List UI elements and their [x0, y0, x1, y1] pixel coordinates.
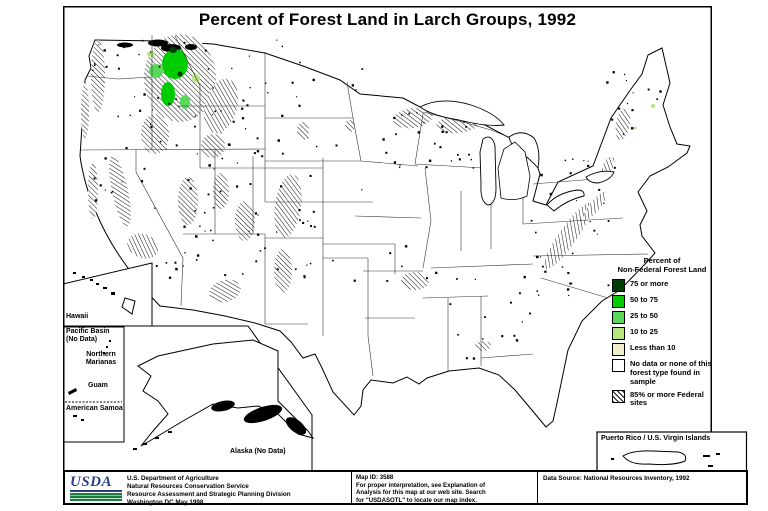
note-line: For proper interpretation, see Explanati… [356, 481, 486, 489]
agency-info: U.S. Department of Agriculture Natural R… [127, 475, 291, 506]
pacific-basin-label: Pacific Basin (No Data) [66, 328, 110, 343]
legend-item-label: Less than 10 [630, 343, 676, 352]
legend-title-line2: Non-Federal Forest Land [617, 265, 707, 274]
agency-line: Washington DC May 1998 [127, 498, 204, 506]
legend-swatch [612, 389, 625, 403]
pacific-islands [68, 340, 111, 421]
legend-swatch [612, 311, 625, 324]
legend-swatch [612, 279, 625, 292]
legend-item: 50 to 75 [612, 295, 712, 308]
legend-item-label: 75 or more [630, 279, 669, 288]
legend-item: 10 to 25 [612, 327, 712, 340]
alaska [133, 339, 315, 450]
lower48-outline [79, 39, 691, 428]
usda-logo: USDA [70, 475, 122, 501]
note-line: for "USDASOTL" to locate our map index. [356, 496, 477, 504]
legend-item: Less than 10 [612, 343, 712, 356]
pacific-basin-line2: (No Data) [66, 335, 98, 343]
legend-title: Percent of Non-Federal Forest Land [612, 256, 712, 274]
note-line: Analysis for this map at our web site. S… [356, 489, 486, 497]
legend-item-label: 10 to 25 [630, 327, 658, 336]
footer-divider [351, 472, 352, 503]
legend: Percent of Non-Federal Forest Land 75 or… [612, 256, 712, 411]
state-boundaries [80, 35, 649, 377]
legend-swatch [612, 295, 625, 308]
agency-line: U.S. Department of Agriculture [127, 475, 219, 482]
map-id-note: Map ID: 3588 For proper interpretation, … [356, 474, 486, 504]
legend-swatch [612, 327, 625, 340]
legend-item-label: No data or none of this forest type foun… [630, 359, 712, 386]
forest-speckles [92, 39, 662, 360]
legend-item: No data or none of this forest type foun… [612, 359, 712, 387]
pacific-basin-line1: Pacific Basin [66, 328, 110, 335]
footer: USDA U.S. Department of Agriculture Natu… [63, 470, 748, 506]
agency-line: Resource Assessment and Strategic Planni… [127, 490, 291, 498]
alaska-label: Alaska (No Data) [230, 448, 286, 455]
larch-green-areas [147, 47, 655, 130]
legend-swatch [612, 343, 625, 356]
map-title: Percent of Forest Land in Larch Groups, … [198, 10, 577, 29]
footer-divider [537, 472, 538, 503]
legend-item-label: 85% or more Federal sites [630, 389, 704, 408]
legend-items: 75 or more 50 to 75 25 to 50 10 to 25 Le… [612, 279, 712, 408]
legend-item-label: 25 to 50 [630, 311, 658, 320]
legend-swatch [612, 359, 625, 372]
legend-item: 25 to 50 [612, 311, 712, 324]
hawaii-label: Hawaii [66, 313, 89, 320]
federal-hatch-areas [81, 34, 631, 351]
legend-title-line1: Percent of [643, 256, 681, 265]
data-source: Data Source: National Resources Inventor… [543, 475, 690, 482]
usda-logo-text: USDA [70, 475, 122, 492]
legend-item: 75 or more [612, 279, 712, 292]
usda-logo-field [70, 493, 122, 501]
alaska-inset-border [152, 325, 313, 472]
michigan-mitten [497, 141, 531, 200]
guam-label: Guam [88, 382, 108, 389]
legend-item-label: 50 to 75 [630, 295, 658, 304]
legend-item: 85% or more Federal sites [612, 389, 712, 409]
puerto-rico-label: Puerto Rico / U.S. Virgin Islands [601, 433, 711, 442]
map-id: Map ID: 3588 [356, 474, 394, 481]
american-samoa-label: American Samoa [66, 405, 123, 412]
pacific-basin-box [63, 326, 125, 443]
hawaii-islands [73, 272, 136, 315]
us-map [63, 6, 748, 473]
map-frame [63, 6, 748, 473]
agency-line: Natural Resources Conservation Service [127, 482, 249, 490]
northern-marianas-label: Northern Marianas [85, 351, 117, 366]
